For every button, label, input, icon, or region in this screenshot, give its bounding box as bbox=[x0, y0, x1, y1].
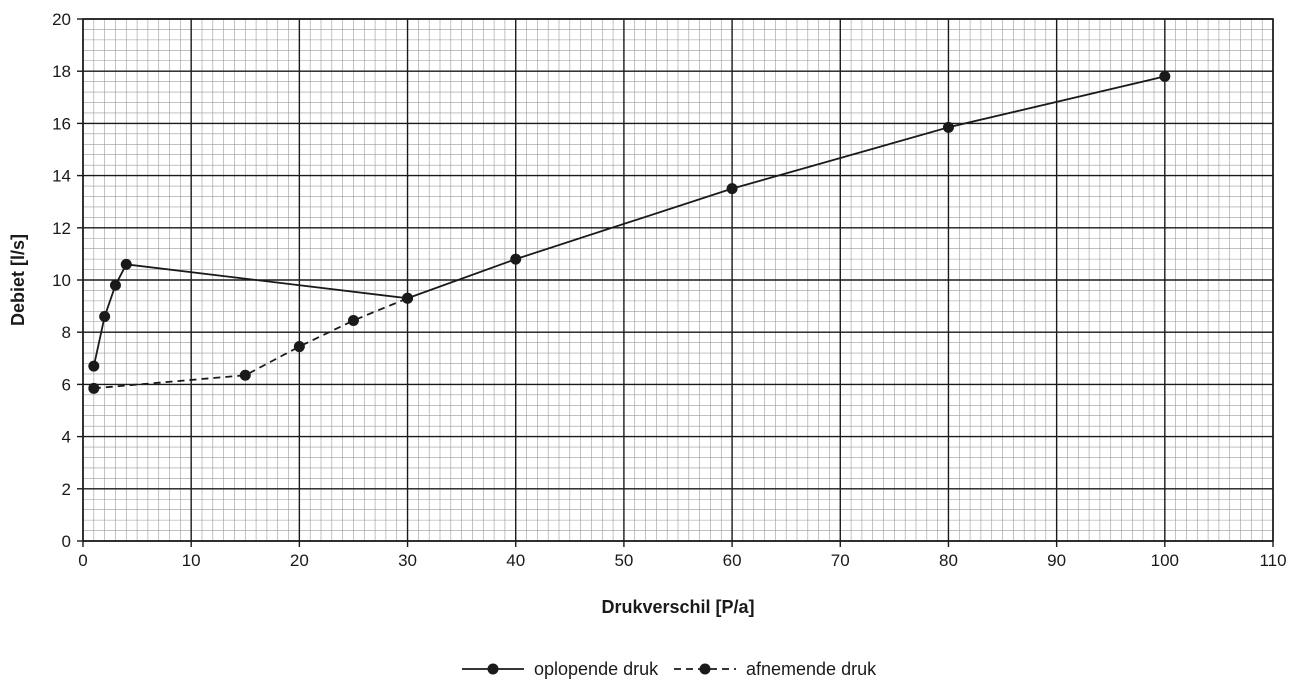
y-tick-label: 14 bbox=[52, 167, 71, 186]
x-tick-label: 110 bbox=[1259, 551, 1286, 570]
y-tick-label: 0 bbox=[62, 532, 71, 551]
x-tick-label: 60 bbox=[723, 551, 742, 570]
y-tick-label: 4 bbox=[62, 428, 71, 447]
legend-label: oplopende druk bbox=[534, 659, 659, 679]
x-tick-label: 40 bbox=[506, 551, 525, 570]
legend: oplopende druk afnemende druk bbox=[462, 659, 877, 679]
legend-marker bbox=[699, 663, 711, 675]
y-tick-label: 6 bbox=[62, 375, 71, 394]
data-point bbox=[239, 369, 251, 381]
series-line-afnemende-druk bbox=[93, 297, 408, 390]
x-tick-label: 50 bbox=[614, 551, 633, 570]
x-tick-label: 0 bbox=[78, 551, 87, 570]
y-tick-label: 16 bbox=[52, 114, 71, 133]
data-point bbox=[942, 121, 954, 133]
y-tick-label: 20 bbox=[52, 10, 71, 29]
data-point bbox=[88, 360, 100, 372]
y-tick-label: 12 bbox=[52, 219, 71, 238]
y-tick-label: 18 bbox=[52, 62, 71, 81]
data-point bbox=[109, 279, 121, 291]
y-axis-ticks: 0 2 4 6 8 10 12 14 16 18 20 bbox=[52, 10, 83, 551]
legend-label: afnemende druk bbox=[746, 659, 877, 679]
data-point bbox=[1159, 70, 1171, 82]
data-point bbox=[402, 292, 414, 304]
legend-marker bbox=[487, 663, 499, 675]
x-tick-label: 100 bbox=[1151, 551, 1179, 570]
x-axis-title: Drukverschil [P/a] bbox=[601, 597, 754, 617]
data-point bbox=[120, 258, 132, 270]
x-tick-label: 70 bbox=[831, 551, 850, 570]
x-tick-label: 30 bbox=[398, 551, 417, 570]
data-point bbox=[88, 382, 100, 394]
x-axis-ticks: 0 10 20 30 40 50 60 70 80 90 100 110 bbox=[78, 541, 1287, 570]
data-point bbox=[726, 183, 738, 195]
y-tick-label: 8 bbox=[62, 323, 71, 342]
data-point bbox=[347, 314, 359, 326]
data-point bbox=[510, 253, 522, 265]
data-point bbox=[99, 311, 111, 323]
y-axis-title: Debiet [l/s] bbox=[8, 234, 28, 326]
series-line-oplopende-druk bbox=[92, 75, 1166, 367]
series-layer bbox=[88, 70, 1171, 394]
y-tick-label: 10 bbox=[52, 271, 71, 290]
x-tick-label: 20 bbox=[290, 551, 309, 570]
y-tick-label: 2 bbox=[62, 480, 71, 499]
x-tick-label: 90 bbox=[1047, 551, 1066, 570]
x-tick-label: 80 bbox=[939, 551, 958, 570]
data-point bbox=[293, 341, 305, 353]
x-tick-label: 10 bbox=[182, 551, 201, 570]
